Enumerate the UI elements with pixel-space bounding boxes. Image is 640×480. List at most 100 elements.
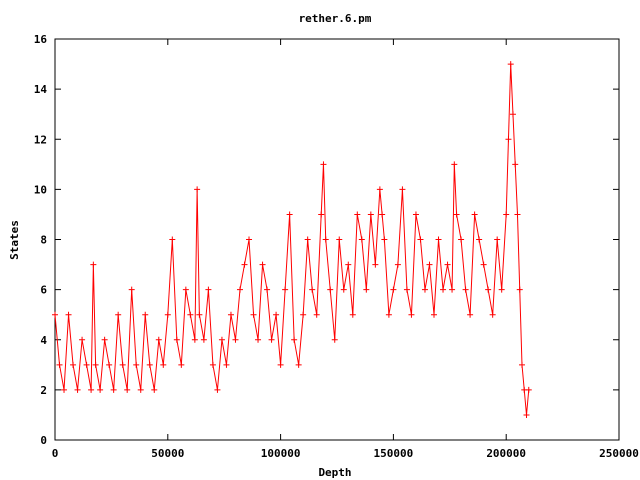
x-axis-label: Depth bbox=[318, 466, 351, 479]
y-tick-label: 4 bbox=[40, 334, 47, 347]
x-tick-label: 50000 bbox=[151, 447, 184, 460]
data-point bbox=[273, 311, 280, 318]
data-point bbox=[90, 261, 97, 268]
data-point bbox=[232, 336, 239, 343]
y-tick-label: 6 bbox=[40, 284, 47, 297]
x-tick-label: 150000 bbox=[374, 447, 414, 460]
data-point bbox=[363, 286, 370, 293]
data-point bbox=[440, 286, 447, 293]
data-point bbox=[74, 386, 81, 393]
y-tick-label: 0 bbox=[40, 434, 47, 447]
data-point bbox=[295, 361, 302, 368]
data-point bbox=[250, 311, 257, 318]
data-point bbox=[385, 311, 392, 318]
data-point bbox=[187, 311, 194, 318]
data-point bbox=[376, 186, 383, 193]
data-point bbox=[331, 336, 338, 343]
data-point bbox=[403, 286, 410, 293]
y-tick-label: 14 bbox=[34, 83, 48, 96]
data-point bbox=[471, 211, 478, 218]
data-point bbox=[444, 261, 451, 268]
data-point bbox=[246, 236, 253, 243]
data-point bbox=[56, 361, 63, 368]
data-point bbox=[92, 361, 99, 368]
data-point bbox=[525, 386, 532, 393]
data-point bbox=[417, 236, 424, 243]
series-line bbox=[54, 64, 530, 415]
data-point bbox=[255, 336, 262, 343]
data-point bbox=[178, 361, 185, 368]
data-point bbox=[137, 386, 144, 393]
data-point bbox=[264, 286, 271, 293]
data-point bbox=[514, 211, 521, 218]
data-point bbox=[70, 361, 77, 368]
y-axis-label: States bbox=[8, 220, 21, 260]
data-point bbox=[503, 211, 510, 218]
data-point bbox=[498, 286, 505, 293]
data-point bbox=[97, 386, 104, 393]
data-point bbox=[223, 361, 230, 368]
data-point bbox=[124, 386, 131, 393]
data-point bbox=[349, 311, 356, 318]
data-point bbox=[345, 261, 352, 268]
data-point bbox=[173, 336, 180, 343]
data-point bbox=[372, 261, 379, 268]
x-tick-label: 250000 bbox=[599, 447, 639, 460]
y-tick-label: 16 bbox=[34, 33, 48, 46]
data-point bbox=[291, 336, 298, 343]
data-point bbox=[489, 311, 496, 318]
data-point bbox=[381, 236, 388, 243]
data-point bbox=[518, 361, 525, 368]
y-tick-label: 10 bbox=[34, 183, 47, 196]
data-point bbox=[327, 286, 334, 293]
data-point bbox=[449, 286, 456, 293]
data-point bbox=[505, 136, 512, 143]
data-point bbox=[169, 236, 176, 243]
data-point bbox=[115, 311, 122, 318]
data-point bbox=[304, 236, 311, 243]
data-point bbox=[236, 286, 243, 293]
data-point bbox=[214, 386, 221, 393]
data-point bbox=[354, 211, 361, 218]
data-point bbox=[509, 111, 516, 118]
data-point bbox=[282, 286, 289, 293]
data-point bbox=[494, 236, 501, 243]
data-point bbox=[133, 361, 140, 368]
data-point bbox=[146, 361, 153, 368]
data-point bbox=[523, 411, 530, 418]
data-point bbox=[142, 311, 149, 318]
data-point bbox=[358, 236, 365, 243]
data-point bbox=[101, 336, 108, 343]
data-point bbox=[318, 211, 325, 218]
data-point bbox=[516, 286, 523, 293]
data-point bbox=[507, 61, 514, 68]
data-point bbox=[200, 336, 207, 343]
data-point bbox=[476, 236, 483, 243]
data-point bbox=[191, 336, 198, 343]
data-point bbox=[340, 286, 347, 293]
x-tick-label: 0 bbox=[52, 447, 59, 460]
data-point bbox=[196, 311, 203, 318]
data-point bbox=[79, 336, 86, 343]
data-point bbox=[110, 386, 117, 393]
data-point bbox=[119, 361, 126, 368]
data-point bbox=[182, 286, 189, 293]
data-point bbox=[128, 286, 135, 293]
data-point bbox=[480, 261, 487, 268]
data-point bbox=[320, 161, 327, 168]
data-point bbox=[309, 286, 316, 293]
data-point bbox=[241, 261, 248, 268]
y-tick-label: 2 bbox=[40, 384, 47, 397]
data-point bbox=[451, 161, 458, 168]
data-point bbox=[218, 336, 225, 343]
data-point bbox=[151, 386, 158, 393]
data-series bbox=[52, 61, 532, 418]
data-point bbox=[322, 236, 329, 243]
data-point bbox=[390, 286, 397, 293]
data-point bbox=[227, 311, 234, 318]
data-point bbox=[65, 311, 72, 318]
x-tick-label: 100000 bbox=[261, 447, 301, 460]
data-point bbox=[286, 211, 293, 218]
data-point bbox=[83, 361, 90, 368]
